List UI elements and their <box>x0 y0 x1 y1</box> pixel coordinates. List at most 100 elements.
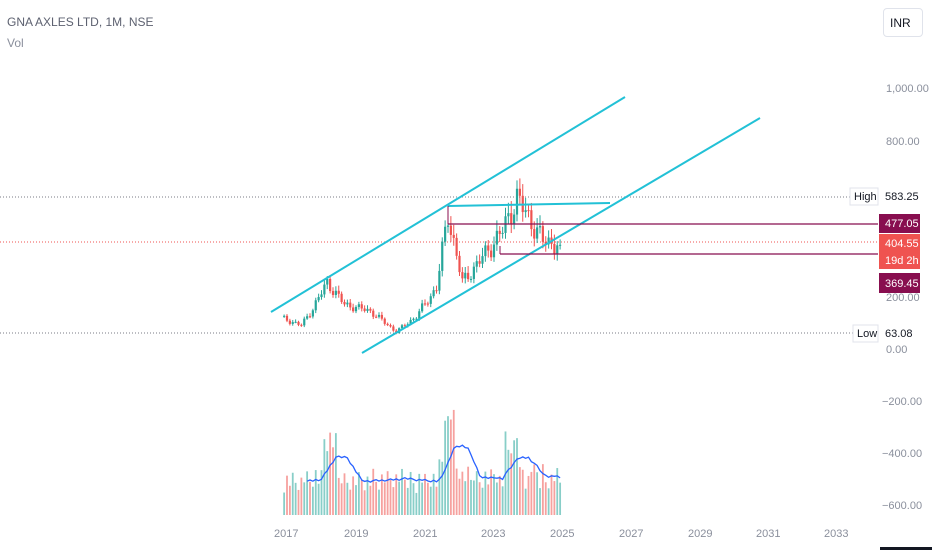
volume-bar <box>444 420 447 515</box>
candle-body <box>423 303 427 305</box>
volume-bar <box>378 489 380 515</box>
volume-bar <box>501 486 504 515</box>
time-tick-label: 2019 <box>344 528 368 540</box>
candle-body <box>311 310 314 317</box>
candle-body <box>495 230 498 245</box>
candle-body <box>352 307 355 312</box>
candle-body <box>492 244 496 258</box>
candle-body <box>421 303 424 312</box>
time-tick-label: 2023 <box>481 528 505 540</box>
volume-bar <box>487 484 490 515</box>
volume-bar <box>355 485 357 515</box>
volume-bar <box>527 475 530 515</box>
volume-bar <box>294 482 297 515</box>
volume-moving-average-line <box>306 444 561 483</box>
level-lower-badge[interactable] <box>879 273 920 293</box>
level-upper-value: 477.05 <box>885 218 919 230</box>
candle-body <box>337 290 340 294</box>
volume-bar <box>352 476 355 515</box>
candle-body <box>303 318 306 326</box>
level-upper-badge[interactable] <box>879 214 920 233</box>
candle-body <box>469 278 473 280</box>
low-label: Low <box>857 328 877 340</box>
candle-body <box>472 266 475 279</box>
volume-bar <box>524 488 527 515</box>
candle-body <box>326 278 329 285</box>
candle-body <box>300 324 303 326</box>
candle-body <box>435 290 438 292</box>
top-horizontal-trendline[interactable] <box>447 202 611 207</box>
volume-bar <box>507 449 510 515</box>
volume-bar <box>375 481 378 515</box>
volume-bar <box>421 482 424 515</box>
volume-bar <box>349 489 352 515</box>
volume-bar <box>461 471 464 515</box>
price-tick-label: 1,000.00 <box>886 83 929 95</box>
volume-bar <box>326 451 329 515</box>
volume-bar <box>550 474 553 515</box>
price-tick-label: 200.00 <box>886 292 920 304</box>
candle-body <box>536 227 539 239</box>
volume-bar <box>478 482 481 515</box>
volume-bar <box>309 481 311 515</box>
channel-upper-trendline[interactable] <box>270 96 626 313</box>
candle-body <box>510 213 513 225</box>
high-label: High <box>854 191 877 203</box>
volume-bar <box>541 464 544 515</box>
candle-body <box>487 245 490 251</box>
candle-body <box>369 308 372 311</box>
volume-bar <box>464 481 467 515</box>
candle-body <box>288 320 291 324</box>
channel-lower-trendline[interactable] <box>361 117 761 354</box>
volume-bar <box>386 471 389 515</box>
currency-button[interactable]: INR <box>883 8 923 37</box>
candle-body <box>533 229 536 239</box>
candle-body <box>432 290 435 297</box>
candle-body <box>518 188 521 196</box>
candle-body <box>504 216 507 233</box>
volume-bar <box>337 477 340 515</box>
volume-bar <box>343 473 346 515</box>
candle-body <box>418 311 421 319</box>
candle-body <box>530 210 533 230</box>
volume-bar <box>533 464 536 515</box>
candle-body <box>380 314 383 319</box>
time-tick-label: 2025 <box>550 528 574 540</box>
candle-body <box>412 318 415 320</box>
volume-bar <box>521 469 524 515</box>
candle-body <box>360 304 363 309</box>
time-tick-label: 2033 <box>824 528 848 540</box>
price-tick-label: 800.00 <box>886 136 920 148</box>
candle-body <box>461 272 464 279</box>
volume-bar <box>510 453 513 515</box>
candle-body <box>314 300 317 311</box>
volume-bar <box>412 483 415 515</box>
candle-body <box>449 225 452 235</box>
candle-body <box>481 256 484 264</box>
volume-bar <box>366 476 369 515</box>
volume-bar <box>530 471 533 515</box>
candle-body <box>331 291 335 295</box>
candle-body <box>446 225 450 227</box>
candle-body <box>452 234 455 238</box>
candle-body <box>467 272 470 280</box>
volume-bar <box>429 486 432 515</box>
volume-bar <box>424 473 426 515</box>
time-tick-label: 2017 <box>274 528 298 540</box>
time-tick-label: 2031 <box>756 528 780 540</box>
high-value-box <box>880 188 924 205</box>
candle-body <box>484 245 487 257</box>
volume-bar <box>398 481 401 515</box>
candle-body <box>363 308 366 311</box>
volume-bar <box>426 482 429 515</box>
volume-bar <box>372 468 375 515</box>
volume-bar <box>303 482 306 515</box>
candle-body <box>441 241 444 271</box>
volume-bar <box>553 481 556 515</box>
candle-body <box>372 310 375 317</box>
candle-body <box>524 210 527 213</box>
candle-body <box>538 226 542 228</box>
volume-bar <box>556 468 559 515</box>
scroll-handle[interactable] <box>880 547 932 550</box>
